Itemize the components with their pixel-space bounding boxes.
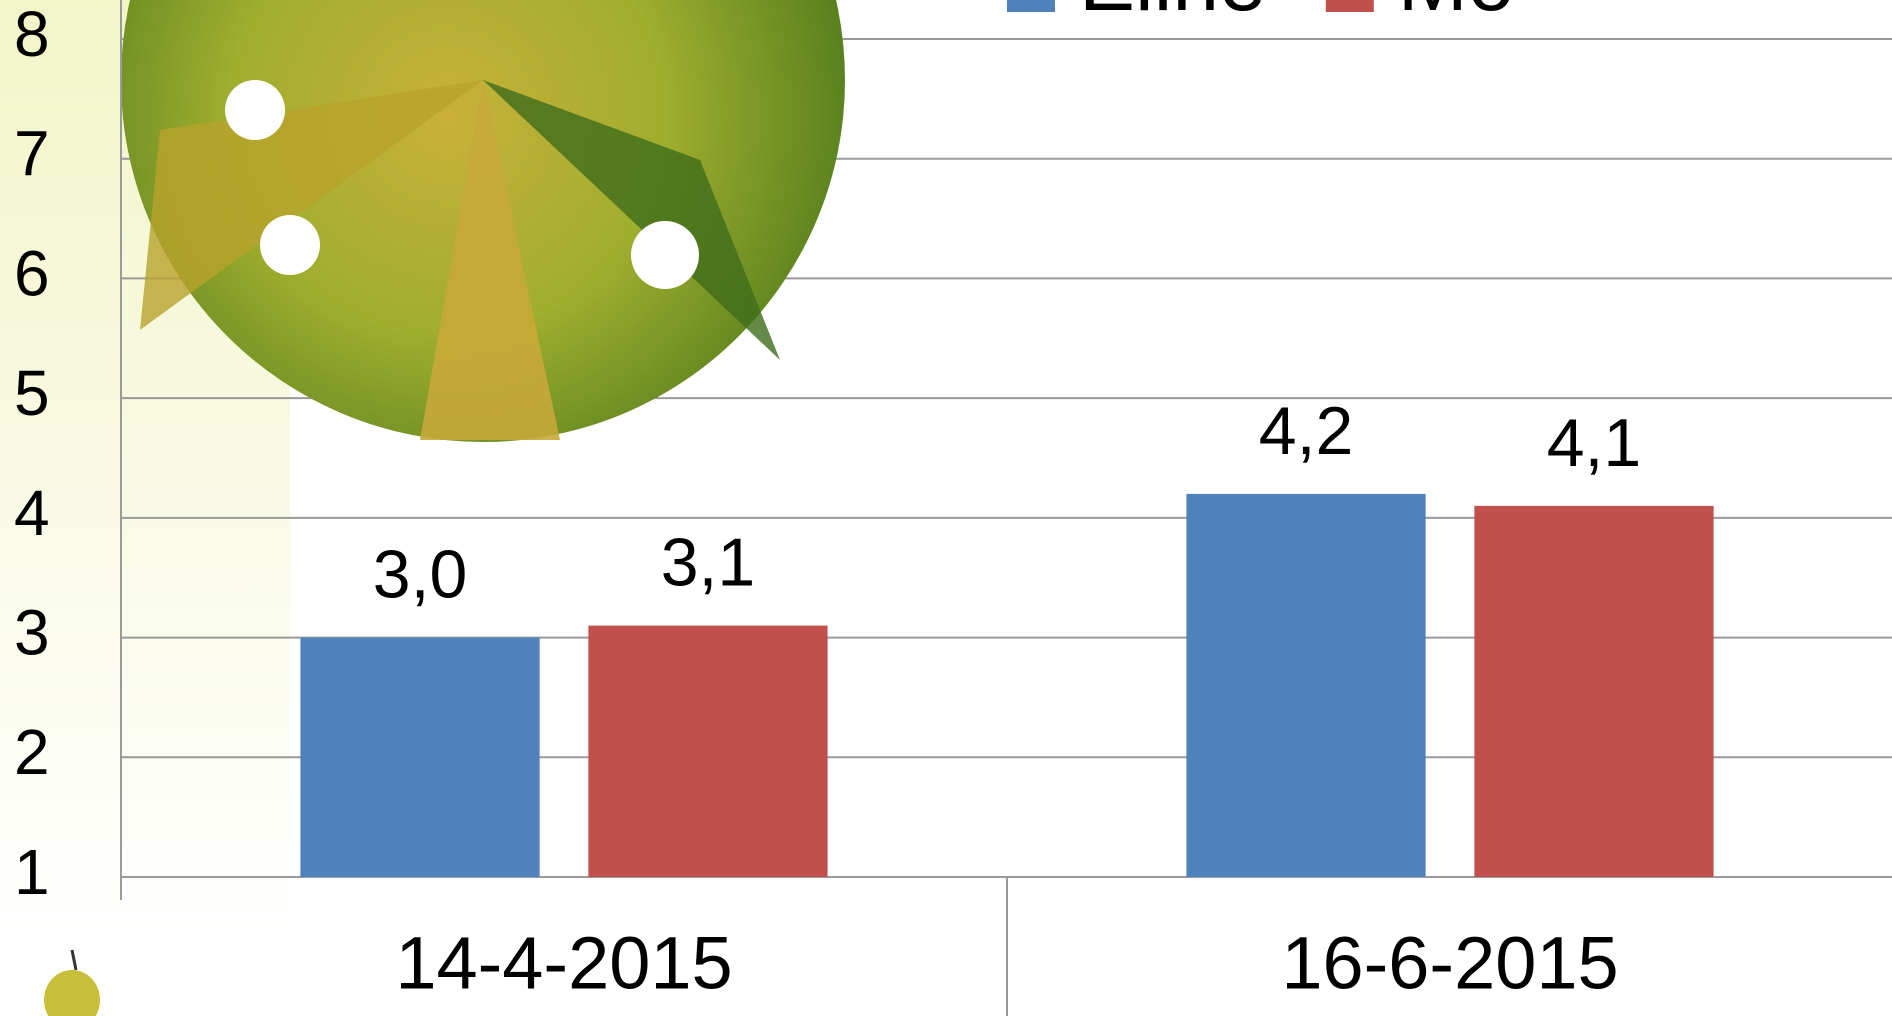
x-tick-label: 16-6-2015	[1281, 922, 1618, 1005]
value-label: 3,1	[661, 525, 756, 601]
y-tick-label: 4	[14, 477, 50, 549]
y-tick-label: 6	[14, 237, 50, 309]
legend: Eline Mo	[1007, 0, 1515, 28]
y-tick-label: 1	[14, 836, 50, 908]
legend-swatch	[1326, 0, 1374, 12]
value-label: 3,0	[373, 537, 468, 613]
bar	[588, 626, 827, 877]
bar	[1186, 494, 1425, 877]
value-label: 4,2	[1259, 393, 1354, 469]
bar	[300, 638, 539, 877]
bars: 3,0 3,1 4,2 4,1	[300, 393, 1713, 877]
y-tick-label: 2	[14, 716, 50, 788]
y-tick-label: 5	[14, 357, 50, 429]
legend-label: Mo	[1398, 0, 1515, 28]
legend-swatch	[1007, 0, 1055, 12]
legend-label: Eline	[1079, 0, 1266, 28]
y-tick-label: 8	[14, 0, 50, 70]
value-label: 4,1	[1547, 405, 1642, 481]
bar	[1474, 506, 1713, 877]
x-tick-label: 14-4-2015	[395, 922, 732, 1005]
slide: 3,03,14,24,1 1234567814-4-201516-6-2015 …	[0, 0, 1892, 1016]
y-tick-label: 7	[14, 118, 50, 190]
pear-icon	[44, 950, 100, 1016]
y-tick-label: 3	[14, 596, 50, 668]
